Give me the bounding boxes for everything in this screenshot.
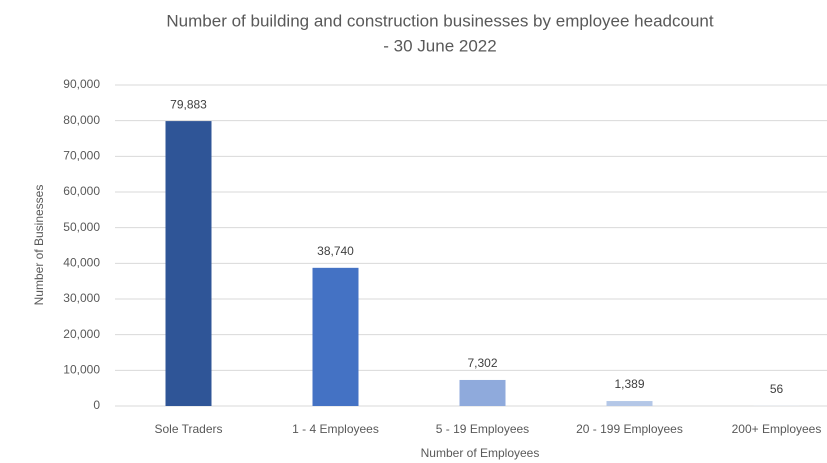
y-tick-label: 90,000 xyxy=(63,77,100,91)
y-tick-label: 10,000 xyxy=(63,363,100,377)
bar xyxy=(312,267,359,406)
value-label: 56 xyxy=(770,382,784,396)
y-tick-label: 30,000 xyxy=(63,291,100,305)
chart-title: Number of building and construction busi… xyxy=(166,11,713,30)
y-tick-label: 60,000 xyxy=(63,184,100,198)
y-axis-label: Number of Businesses xyxy=(32,185,46,306)
x-axis-label: Number of Employees xyxy=(421,446,540,460)
chart-subtitle: - 30 June 2022 xyxy=(383,36,496,55)
y-tick-label: 40,000 xyxy=(63,256,100,270)
y-tick-label: 0 xyxy=(93,398,100,412)
bar xyxy=(459,379,506,406)
x-tick-label: 5 - 19 Employees xyxy=(436,422,529,436)
x-tick-label: 200+ Employees xyxy=(732,422,822,436)
value-label: 38,740 xyxy=(317,244,354,258)
x-tick-label: 20 - 199 Employees xyxy=(576,422,683,436)
x-tick-label: Sole Traders xyxy=(154,422,222,436)
y-tick-label: 70,000 xyxy=(63,149,100,163)
x-tick-label: 1 - 4 Employees xyxy=(292,422,379,436)
value-label: 1,389 xyxy=(614,377,644,391)
y-tick-label: 50,000 xyxy=(63,220,100,234)
y-tick-label: 80,000 xyxy=(63,113,100,127)
bar xyxy=(606,401,653,406)
value-label: 79,883 xyxy=(170,97,207,111)
y-tick-label: 20,000 xyxy=(63,327,100,341)
value-label: 7,302 xyxy=(467,356,497,370)
bar xyxy=(165,121,212,406)
